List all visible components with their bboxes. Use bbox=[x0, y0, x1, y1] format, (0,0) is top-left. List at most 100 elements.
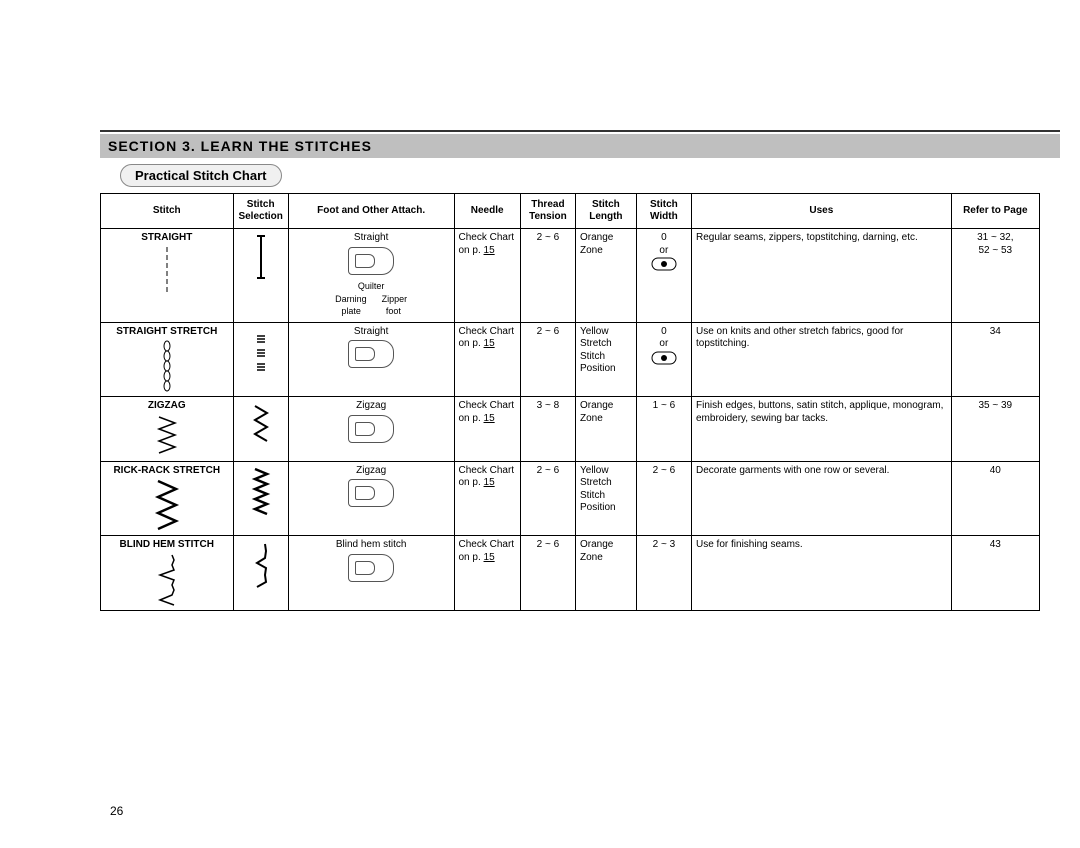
cell-page: 35 ~ 39 bbox=[951, 397, 1039, 462]
page: SECTION 3. LEARN THE STITCHES Practical … bbox=[0, 0, 1080, 631]
presser-foot-icon bbox=[348, 247, 394, 275]
cell-tension: 2 ~ 6 bbox=[520, 322, 575, 397]
needle-b: on p. bbox=[459, 413, 484, 424]
needle-a: Check Chart bbox=[459, 232, 515, 243]
cell-uses: Finish edges, buttons, satin stitch, app… bbox=[692, 397, 952, 462]
foot-label: Straight bbox=[354, 326, 388, 337]
cell-uses: Use on knits and other stretch fabrics, … bbox=[692, 322, 952, 397]
cell-width: 2 ~ 3 bbox=[636, 536, 691, 611]
selection-icon bbox=[254, 232, 268, 282]
cell-stitch: STRAIGHT STRETCH bbox=[101, 322, 234, 397]
cell-foot: Straight bbox=[288, 322, 454, 397]
cell-uses: Decorate garments with one row or severa… bbox=[692, 461, 952, 536]
needle-a: Check Chart bbox=[459, 539, 515, 550]
presser-foot-icon bbox=[348, 554, 394, 582]
rickrack-icon bbox=[152, 477, 182, 532]
col-width: Stitch Width bbox=[636, 194, 691, 229]
cell-foot: Zigzag bbox=[288, 397, 454, 462]
stitch-name: BLIND HEM STITCH bbox=[120, 539, 214, 550]
needle-a: Check Chart bbox=[459, 400, 515, 411]
col-length: Stitch Length bbox=[576, 194, 637, 229]
needle-pg: 15 bbox=[484, 338, 495, 349]
col-tension: Thread Tension bbox=[520, 194, 575, 229]
presser-foot-icon bbox=[348, 340, 394, 368]
foot-label: Straight bbox=[354, 232, 388, 243]
cell-page: 40 bbox=[951, 461, 1039, 536]
header-row: Stitch Stitch Selection Foot and Other A… bbox=[101, 194, 1040, 229]
needle-b: on p. bbox=[459, 245, 484, 256]
cell-length: Yellow Stretch Stitch Position bbox=[576, 461, 637, 536]
cell-stitch: RICK-RACK STRETCH bbox=[101, 461, 234, 536]
chart-title: Practical Stitch Chart bbox=[120, 164, 282, 187]
zigzag-icon bbox=[153, 413, 181, 458]
cell-selection bbox=[233, 397, 288, 462]
foot-label: Blind hem stitch bbox=[336, 539, 407, 550]
cell-length: Orange Zone bbox=[576, 536, 637, 611]
width-text: 0 or bbox=[659, 232, 668, 256]
cell-foot: Blind hem stitch bbox=[288, 536, 454, 611]
cell-uses: Regular seams, zippers, topstitching, da… bbox=[692, 229, 952, 323]
col-selection: Stitch Selection bbox=[233, 194, 288, 229]
blindhem-icon bbox=[152, 552, 182, 607]
cell-page: 34 bbox=[951, 322, 1039, 397]
straight-stitch-icon bbox=[157, 245, 177, 295]
table-row: RICK-RACK STRETCH Zigzag Check Chart bbox=[101, 461, 1040, 536]
section-header: SECTION 3. LEARN THE STITCHES bbox=[100, 134, 1060, 158]
cell-foot: Straight Quilter Darning Zipper plate fo… bbox=[288, 229, 454, 323]
stitch-name: STRAIGHT STRETCH bbox=[116, 326, 217, 337]
cell-length: Orange Zone bbox=[576, 229, 637, 323]
cell-stitch: STRAIGHT bbox=[101, 229, 234, 323]
top-rule bbox=[100, 130, 1060, 132]
col-foot: Foot and Other Attach. bbox=[288, 194, 454, 229]
needle-b: on p. bbox=[459, 477, 484, 488]
cell-width: 2 ~ 6 bbox=[636, 461, 691, 536]
cell-tension: 2 ~ 6 bbox=[520, 229, 575, 323]
cell-selection bbox=[233, 229, 288, 323]
cell-page: 31 ~ 32, 52 ~ 53 bbox=[951, 229, 1039, 323]
cell-needle: Check Chart on p. 15 bbox=[454, 229, 520, 323]
cell-tension: 3 ~ 8 bbox=[520, 397, 575, 462]
cell-length: Yellow Stretch Stitch Position bbox=[576, 322, 637, 397]
cell-tension: 2 ~ 6 bbox=[520, 461, 575, 536]
chart-title-wrap: Practical Stitch Chart bbox=[120, 164, 1060, 187]
needle-b: on p. bbox=[459, 552, 484, 563]
table-row: ZIGZAG Zigzag Check Chart on p. 15 bbox=[101, 397, 1040, 462]
table-row: STRAIGHT Straight Quilter Darning bbox=[101, 229, 1040, 323]
cell-page: 43 bbox=[951, 536, 1039, 611]
needle-pg: 15 bbox=[484, 245, 495, 256]
cell-selection bbox=[233, 536, 288, 611]
needle-a: Check Chart bbox=[459, 465, 515, 476]
cell-stitch: ZIGZAG bbox=[101, 397, 234, 462]
width-text: 0 or bbox=[659, 326, 668, 350]
needle-a: Check Chart bbox=[459, 326, 515, 337]
col-stitch: Stitch bbox=[101, 194, 234, 229]
cell-selection bbox=[233, 322, 288, 397]
cell-foot: Zigzag bbox=[288, 461, 454, 536]
stitch-chart-table: Stitch Stitch Selection Foot and Other A… bbox=[100, 193, 1040, 611]
selection-icon bbox=[251, 326, 271, 381]
presser-foot-icon bbox=[348, 415, 394, 443]
dial-icon bbox=[651, 257, 677, 271]
straight-stretch-icon bbox=[157, 338, 177, 393]
cell-stitch: BLIND HEM STITCH bbox=[101, 536, 234, 611]
table-row: STRAIGHT STRETCH bbox=[101, 322, 1040, 397]
col-needle: Needle bbox=[454, 194, 520, 229]
cell-length: Orange Zone bbox=[576, 397, 637, 462]
selection-icon bbox=[251, 539, 271, 594]
cell-tension: 2 ~ 6 bbox=[520, 536, 575, 611]
needle-pg: 15 bbox=[484, 552, 495, 563]
foot-extras: Quilter Darning Zipper plate foot bbox=[335, 281, 407, 316]
table-row: BLIND HEM STITCH Blind hem stitch Check … bbox=[101, 536, 1040, 611]
cell-uses: Use for finishing seams. bbox=[692, 536, 952, 611]
needle-pg: 15 bbox=[484, 477, 495, 488]
cell-needle: Check Chart on p. 15 bbox=[454, 322, 520, 397]
needle-pg: 15 bbox=[484, 413, 495, 424]
cell-selection bbox=[233, 461, 288, 536]
selection-icon bbox=[250, 465, 272, 520]
cell-needle: Check Chart on p. 15 bbox=[454, 397, 520, 462]
col-page: Refer to Page bbox=[951, 194, 1039, 229]
cell-needle: Check Chart on p. 15 bbox=[454, 461, 520, 536]
stitch-name: STRAIGHT bbox=[141, 232, 192, 243]
cell-needle: Check Chart on p. 15 bbox=[454, 536, 520, 611]
cell-width: 0 or bbox=[636, 322, 691, 397]
